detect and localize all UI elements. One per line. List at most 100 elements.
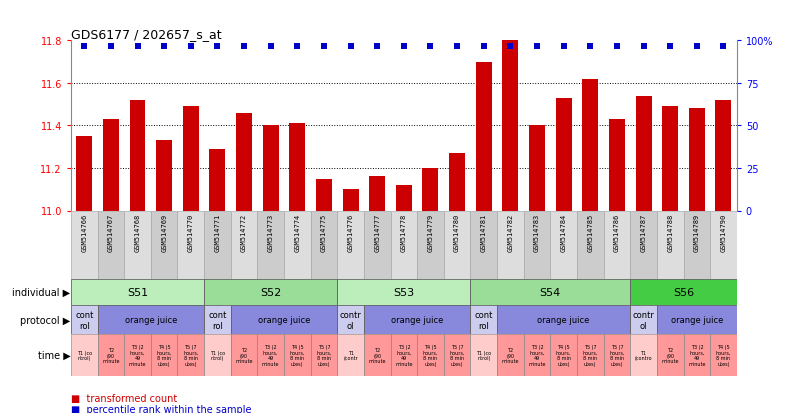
Bar <box>151 335 177 376</box>
Bar <box>683 335 710 376</box>
Point <box>478 43 490 50</box>
Point <box>131 43 144 50</box>
Text: orange juice: orange juice <box>391 316 444 325</box>
Bar <box>444 211 470 279</box>
Bar <box>657 211 683 279</box>
Bar <box>316 179 332 211</box>
Bar <box>630 306 657 335</box>
Point <box>211 43 224 50</box>
Bar <box>503 41 519 211</box>
Point <box>265 43 277 50</box>
Bar <box>71 335 98 376</box>
Bar <box>310 211 337 279</box>
Bar <box>337 279 470 306</box>
Text: GSM514767: GSM514767 <box>108 213 114 251</box>
Text: GSM514780: GSM514780 <box>454 213 460 251</box>
Bar <box>497 335 524 376</box>
Text: cont
rol: cont rol <box>75 311 94 330</box>
Bar <box>710 211 737 279</box>
Bar <box>258 211 284 279</box>
Bar <box>71 306 98 335</box>
Text: T5 (7
hours,
8 min
utes): T5 (7 hours, 8 min utes) <box>316 344 332 366</box>
Bar <box>524 211 550 279</box>
Bar <box>476 62 492 211</box>
Bar <box>630 279 737 306</box>
Bar <box>683 335 710 376</box>
Text: T5 (7
hours,
8 min
utes): T5 (7 hours, 8 min utes) <box>449 344 465 366</box>
Text: T1
(contr: T1 (contr <box>344 350 358 361</box>
Text: S53: S53 <box>393 287 414 297</box>
Text: T2
(90
minute: T2 (90 minute <box>502 347 519 363</box>
Point <box>531 43 544 50</box>
Text: GSM514770: GSM514770 <box>188 213 194 251</box>
Bar <box>231 335 258 376</box>
Bar <box>529 126 545 211</box>
Bar <box>177 335 204 376</box>
Bar <box>577 335 604 376</box>
Bar <box>662 107 678 211</box>
Bar <box>604 211 630 279</box>
Bar <box>550 335 577 376</box>
Bar <box>636 97 652 211</box>
Bar <box>470 211 497 279</box>
Bar <box>470 335 497 376</box>
Text: protocol ▶: protocol ▶ <box>20 315 70 325</box>
Bar <box>577 211 604 279</box>
Bar <box>710 211 737 279</box>
Bar <box>364 306 470 335</box>
Bar <box>364 211 391 279</box>
Bar <box>444 335 470 376</box>
Bar <box>657 211 683 279</box>
Point <box>690 43 703 50</box>
Text: ■  percentile rank within the sample: ■ percentile rank within the sample <box>71 404 251 413</box>
Bar <box>337 306 364 335</box>
Point <box>664 43 677 50</box>
Text: GDS6177 / 202657_s_at: GDS6177 / 202657_s_at <box>71 28 221 41</box>
Bar <box>183 107 199 211</box>
Bar <box>284 335 310 376</box>
Text: GSM514776: GSM514776 <box>348 213 354 251</box>
Bar <box>236 114 252 211</box>
Bar <box>210 150 225 211</box>
Bar <box>497 211 524 279</box>
Point <box>504 43 517 50</box>
Text: GSM514790: GSM514790 <box>720 213 727 251</box>
Bar <box>98 211 125 279</box>
Text: T4 (5
hours,
8 min
utes): T4 (5 hours, 8 min utes) <box>290 344 305 366</box>
Text: T1
(contro: T1 (contro <box>635 350 652 361</box>
Point <box>637 43 650 50</box>
Point <box>344 43 357 50</box>
Bar <box>125 211 151 279</box>
Text: GSM514773: GSM514773 <box>268 213 273 251</box>
Bar <box>582 79 598 211</box>
Text: T3 (2
hours,
49
minute: T3 (2 hours, 49 minute <box>262 344 280 366</box>
Bar <box>364 211 391 279</box>
Point <box>398 43 411 50</box>
Bar <box>391 211 417 279</box>
Bar <box>204 335 231 376</box>
Text: GSM514787: GSM514787 <box>641 213 647 251</box>
Bar <box>470 211 497 279</box>
Bar <box>98 335 125 376</box>
Bar <box>151 211 177 279</box>
Point <box>717 43 730 50</box>
Bar <box>609 120 625 211</box>
Bar <box>177 211 204 279</box>
Text: T4 (5
hours,
8 min
utes): T4 (5 hours, 8 min utes) <box>556 344 571 366</box>
Text: S52: S52 <box>260 287 281 297</box>
Bar <box>710 335 737 376</box>
Bar <box>417 211 444 279</box>
Text: GSM514778: GSM514778 <box>401 213 407 251</box>
Bar <box>630 335 657 376</box>
Bar <box>129 101 146 211</box>
Bar <box>71 335 98 376</box>
Bar <box>550 211 577 279</box>
Bar <box>98 306 204 335</box>
Bar <box>71 211 98 279</box>
Bar <box>71 279 204 306</box>
Bar <box>657 335 683 376</box>
Text: orange juice: orange juice <box>125 316 177 325</box>
Text: GSM514774: GSM514774 <box>294 213 300 251</box>
Bar <box>337 335 364 376</box>
Bar <box>337 211 364 279</box>
